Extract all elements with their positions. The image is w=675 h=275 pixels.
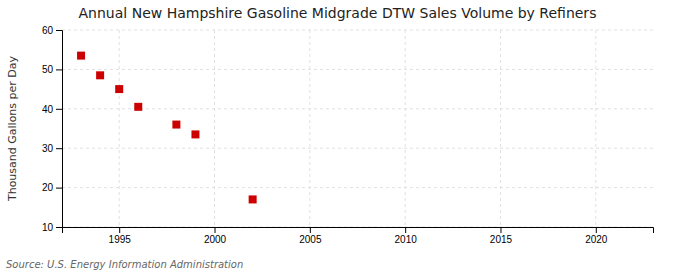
x-tick-label: 2010 — [395, 234, 418, 245]
grid-line-x — [119, 30, 120, 227]
point — [191, 130, 199, 138]
x-tick-mark — [500, 227, 501, 233]
y-axis: 10 20 30 40 50 60 — [42, 25, 63, 233]
y-tick: 20 — [42, 182, 62, 193]
x-tick-label: 2005 — [299, 234, 322, 245]
y-tick-label: 10 — [42, 222, 54, 233]
y-tick-mark — [56, 227, 62, 228]
y-tick-label: 40 — [42, 104, 54, 115]
grid — [62, 30, 653, 227]
grid-line-x — [309, 30, 310, 227]
grid-line-x — [500, 30, 501, 227]
grid-line-y — [62, 69, 653, 70]
point — [77, 52, 85, 60]
plot: 1995 2000 2005 2010 2015 2020 10 20 30 40 50 60 — [42, 25, 654, 245]
x-tick: 2005 — [299, 227, 322, 245]
y-axis-line — [56, 31, 63, 228]
x-tick: 1995 — [109, 227, 132, 245]
point — [172, 121, 180, 129]
y-tick-label: 50 — [42, 64, 54, 75]
x-tick-mark — [119, 227, 120, 233]
x-tick-label: 2015 — [490, 234, 513, 245]
x-tick-mark — [215, 227, 216, 233]
x-tick: 2015 — [490, 227, 513, 245]
y-tick-label: 60 — [42, 25, 54, 36]
y-tick-mark — [56, 188, 62, 189]
x-tick-mark — [596, 227, 597, 233]
x-axis: 1995 2000 2005 2010 2015 2020 — [63, 227, 654, 245]
grid-line-y — [62, 187, 653, 188]
chart: 1995 2000 2005 2010 2015 2020 10 20 30 40 50 60 Annu… — [0, 0, 675, 275]
grid-line-y — [62, 30, 653, 31]
x-tick-label: 2020 — [585, 234, 608, 245]
x-tick-label: 2000 — [204, 234, 227, 245]
x-tick: 2010 — [395, 227, 418, 245]
x-tick-label: 1995 — [109, 234, 132, 245]
y-tick: 30 — [42, 143, 62, 154]
x-tick-mark — [405, 227, 406, 233]
y-tick-mark — [56, 30, 62, 31]
y-tick-mark — [56, 69, 62, 70]
grid-line-x — [595, 30, 596, 227]
grid-line-x — [214, 30, 215, 227]
points — [77, 52, 257, 204]
y-tick-label: 20 — [42, 182, 54, 193]
y-tick: 10 — [42, 222, 62, 233]
x-tick: 2000 — [204, 227, 227, 245]
y-axis-title: Thousand Gallons per Day — [6, 55, 19, 202]
x-tick-mark — [310, 227, 311, 233]
point — [115, 85, 123, 93]
y-tick-mark — [56, 109, 62, 110]
y-tick: 40 — [42, 104, 62, 115]
y-tick-label: 30 — [42, 143, 54, 154]
grid-line-y — [62, 148, 653, 149]
title: Annual New Hampshire Gasoline Midgrade D… — [79, 5, 597, 21]
x-tick: 2020 — [585, 227, 608, 245]
grid-line-y — [62, 108, 653, 109]
point — [249, 195, 257, 203]
y-tick: 50 — [42, 64, 62, 75]
point — [134, 103, 142, 111]
grid-line-x — [405, 30, 406, 227]
annotation: Source: U.S. Energy Information Administ… — [6, 259, 243, 270]
x-axis-line — [63, 228, 654, 234]
y-tick: 60 — [42, 25, 62, 36]
y-tick-mark — [56, 148, 62, 149]
point — [96, 71, 104, 79]
